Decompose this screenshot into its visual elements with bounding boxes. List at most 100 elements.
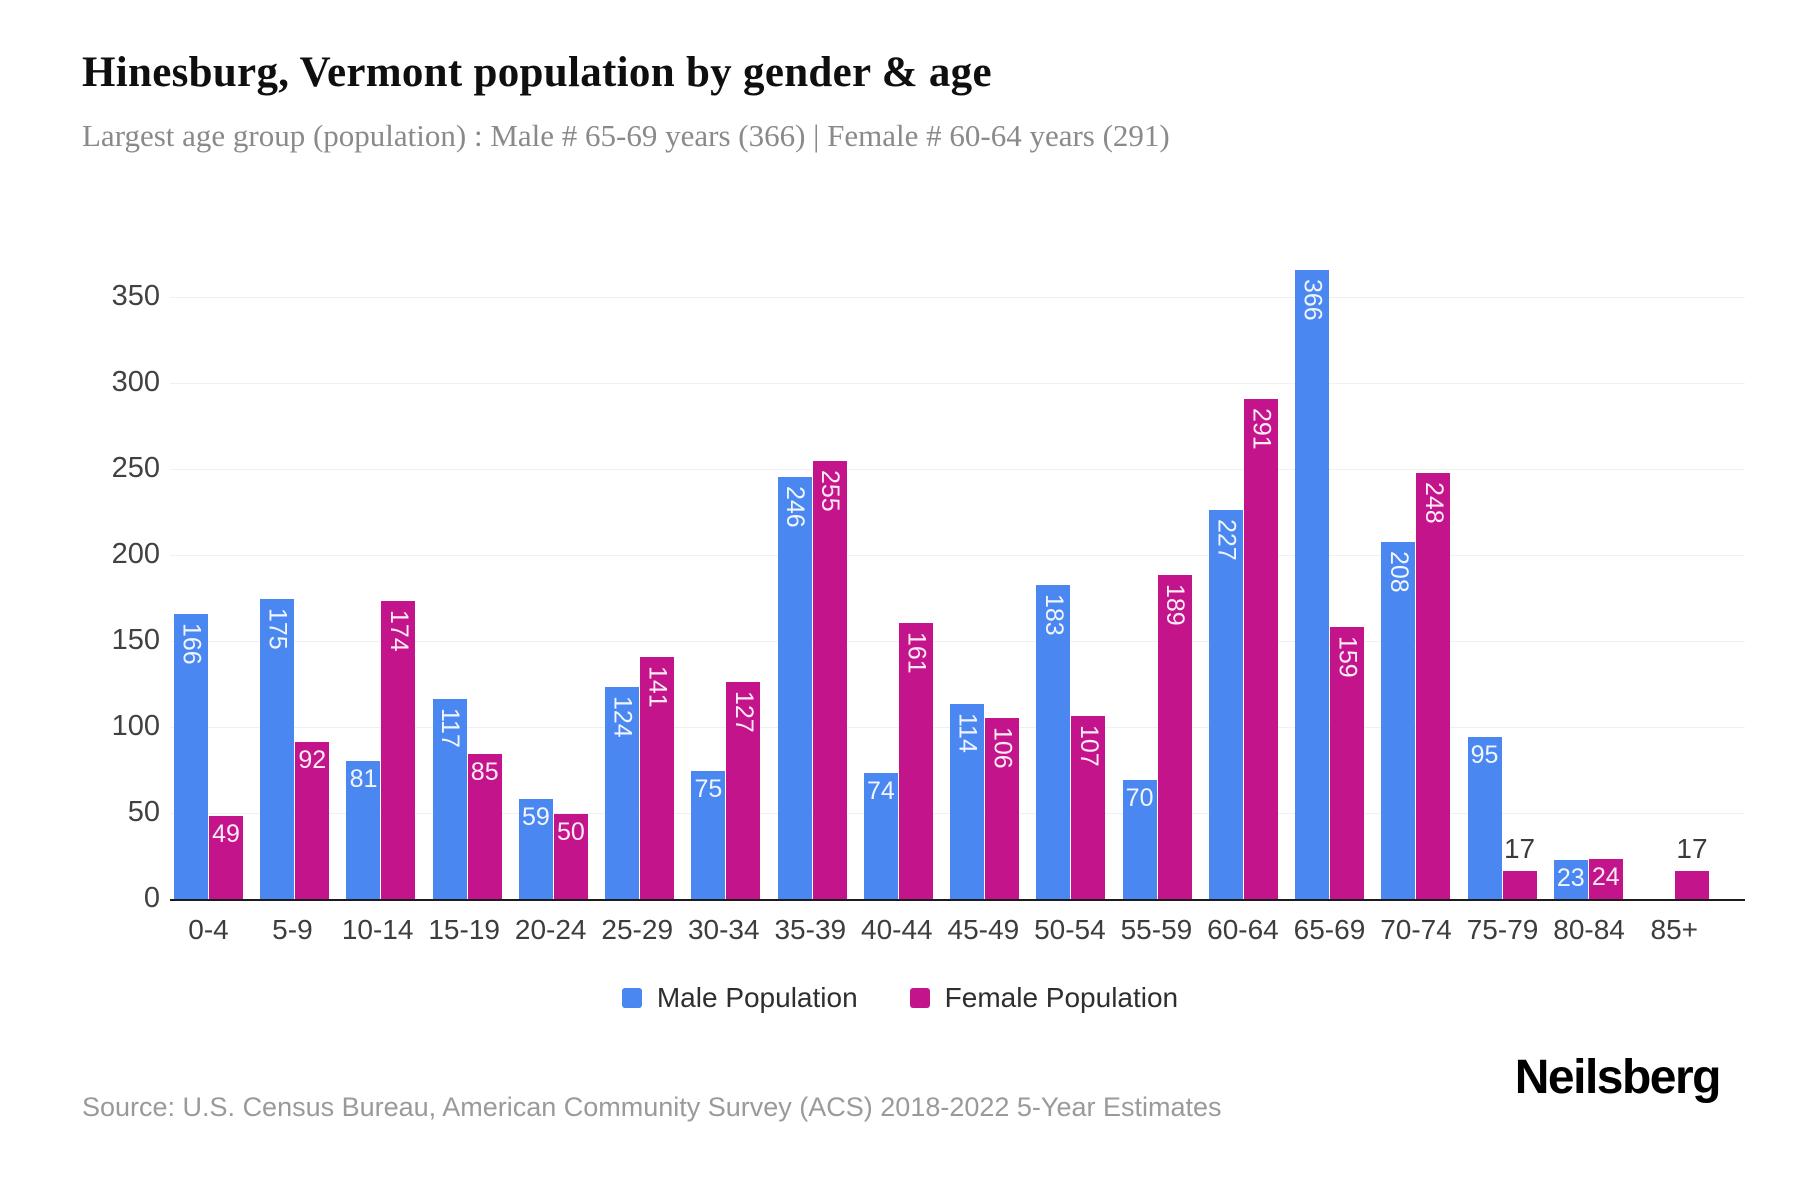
bar-group-35-39: 246 255	[777, 461, 847, 900]
bar-value-label: 246	[781, 485, 810, 528]
bar-value-label: 81	[349, 764, 378, 793]
bar-group-20-24: 59 50	[518, 798, 588, 900]
bar-value-label: 127	[729, 690, 758, 733]
gridline-300	[170, 383, 1745, 384]
bar-male-0-4[interactable]: 166	[174, 614, 208, 900]
bar-group-45-49: 114 106	[950, 703, 1020, 900]
bar-value-label: 255	[816, 470, 845, 513]
bar-female-80-84[interactable]: 24	[1588, 858, 1623, 900]
bar-value-label: 117	[436, 707, 465, 748]
bar-slot-male-10-14: 81	[346, 760, 381, 900]
bar-slot-female-0-4: 49	[209, 815, 243, 900]
bar-male-5-9[interactable]: 175	[260, 599, 295, 900]
bar-male-50-54[interactable]: 183	[1036, 585, 1071, 900]
x-tick-45-49: 45-49	[947, 914, 1020, 945]
x-tick-5-9: 5-9	[272, 914, 313, 945]
bar-female-75-79[interactable]: 17	[1502, 834, 1537, 900]
y-tick-50: 50	[127, 796, 160, 828]
bar-male-30-34[interactable]: 75	[691, 771, 726, 900]
bar-male-35-39[interactable]: 246	[777, 476, 812, 900]
bar-female-60-64[interactable]: 291	[1243, 399, 1278, 900]
bar-slot-female-40-44: 161	[898, 623, 933, 900]
bar-value-label: 159	[1333, 635, 1362, 678]
bar-slot-female-45-49: 106	[985, 717, 1020, 900]
y-tick-300: 300	[111, 366, 160, 398]
bar-value-label: 107	[1074, 724, 1103, 767]
bar-female-55-59[interactable]: 189	[1157, 574, 1192, 900]
bar-group-0-4: 166 49	[174, 614, 243, 900]
bar-slot-male-15-19: 117	[432, 698, 467, 900]
bar-group-40-44: 74 161	[863, 623, 933, 900]
bar-slot-female-65-69: 159	[1330, 626, 1365, 900]
bar-male-80-84[interactable]: 23	[1553, 860, 1588, 900]
x-axis-labels: 0-4 5-9 10-14 15-19 20-24 25-29 30-34 35-39 40-4…	[174, 914, 1709, 946]
bar-female-70-74[interactable]: 248	[1416, 473, 1451, 900]
x-tick-0-4: 0-4	[188, 914, 229, 945]
bar-male-60-64[interactable]: 227	[1208, 509, 1243, 900]
x-tick-80-84: 80-84	[1553, 914, 1625, 945]
bar-male-25-29[interactable]: 124	[605, 686, 640, 900]
bar-female-65-69[interactable]: 159	[1330, 626, 1365, 900]
x-tick-85+: 85+	[1650, 914, 1699, 945]
bar-group-55-59: 70 189	[1122, 574, 1192, 900]
bar-group-60-64: 227 291	[1208, 399, 1278, 900]
gridline-200	[170, 555, 1745, 556]
bar-value-label: 23	[1556, 864, 1585, 893]
bar-male-40-44[interactable]: 74	[863, 772, 898, 900]
bar-female-20-24[interactable]: 50	[553, 814, 588, 900]
bar-slot-female-10-14: 174	[381, 600, 416, 900]
bar-slot-male-40-44: 74	[863, 772, 898, 900]
bar-value-label: 49	[212, 819, 240, 848]
bar-group-50-54: 183 107	[1036, 585, 1106, 900]
bar-value-label: 189	[1161, 583, 1190, 626]
bar-value-label: 70	[1125, 783, 1154, 812]
gridline-250	[170, 469, 1745, 470]
bar-male-65-69[interactable]: 366	[1295, 270, 1330, 900]
source-text: Source: U.S. Census Bureau, American Com…	[82, 1092, 1222, 1122]
bar-male-20-24[interactable]: 59	[518, 798, 553, 900]
bar-value-label: 366	[1298, 279, 1327, 322]
bar-slot-male-60-64: 227	[1208, 509, 1243, 900]
x-tick-30-34: 30-34	[687, 914, 760, 945]
bar-value-label: 24	[1591, 862, 1620, 891]
brand-logo: Neilsberg	[1514, 1051, 1722, 1104]
bar-value-label: 124	[608, 695, 637, 738]
bar-female-35-39[interactable]: 255	[812, 461, 847, 900]
bar-female-0-4[interactable]: 49	[209, 815, 243, 900]
bar-female-5-9[interactable]: 92	[295, 741, 330, 900]
bar-slot-male-20-24: 59	[518, 798, 553, 900]
bar-value-label: 114	[953, 712, 982, 753]
bar-female-40-44[interactable]: 161	[898, 623, 933, 900]
legend-item-female[interactable]: Female Population	[909, 982, 1179, 1014]
bar-female-10-14[interactable]: 174	[381, 600, 416, 900]
bar-group-10-14: 81 174	[346, 600, 416, 900]
bar-male-75-79[interactable]: 95	[1467, 736, 1502, 900]
bar-slot-male-55-59: 70	[1122, 779, 1157, 900]
bar-male-15-19[interactable]: 117	[432, 698, 467, 900]
bar-group-65-69: 366 159	[1295, 270, 1365, 900]
bar-slot-male-75-79: 95	[1467, 736, 1502, 900]
gridline-350	[170, 297, 1745, 298]
bar-female-25-29[interactable]: 141	[640, 657, 675, 900]
bar-male-10-14[interactable]: 81	[346, 760, 381, 900]
bar-value-label: 17	[1503, 832, 1536, 864]
bar-female-30-34[interactable]: 127	[726, 681, 761, 900]
bar-value-label: 141	[643, 666, 672, 709]
bar-male-55-59[interactable]: 70	[1122, 779, 1157, 900]
bar-female-85+[interactable]: 17	[1674, 834, 1709, 900]
bar-female-45-49[interactable]: 106	[985, 717, 1020, 900]
legend-item-male[interactable]: Male Population	[621, 982, 858, 1014]
bar-female-50-54[interactable]: 107	[1071, 715, 1106, 900]
bar-slot-female-80-84: 24	[1588, 858, 1623, 900]
legend-label-female: Female Population	[944, 982, 1179, 1013]
y-tick-350: 350	[111, 280, 160, 312]
chart-title: Hinesburg, Vermont population by gender …	[82, 49, 992, 96]
bar-group-30-34: 75 127	[691, 681, 761, 900]
bar-value-label: 74	[866, 776, 895, 805]
gridline-150	[170, 641, 1745, 642]
x-tick-65-69: 65-69	[1293, 914, 1366, 945]
bar-value-label: 106	[988, 726, 1017, 769]
bar-male-45-49[interactable]: 114	[950, 703, 985, 900]
bar-female-15-19[interactable]: 85	[467, 753, 502, 900]
bar-male-70-74[interactable]: 208	[1381, 542, 1416, 900]
